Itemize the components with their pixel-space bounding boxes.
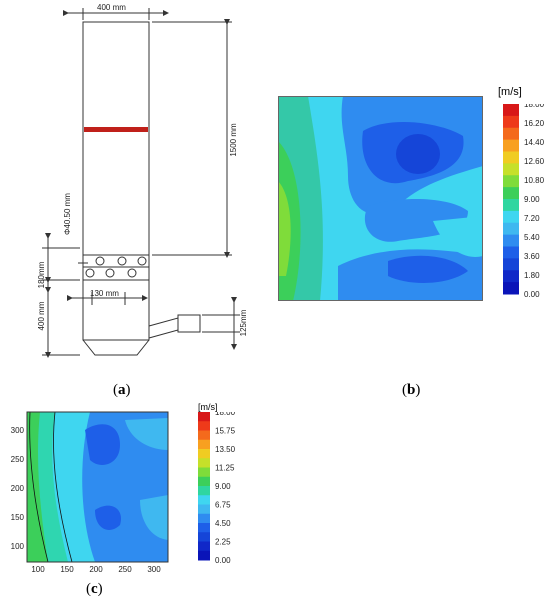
x-tick-label: 250 (118, 565, 132, 574)
colorbar-swatch (503, 246, 519, 259)
colorbar-swatch (198, 449, 210, 459)
colorbar-swatch (198, 458, 210, 468)
colorbar-swatch (503, 139, 519, 152)
colorbar-c: 18.00 15.75 13.50 11.25 9.00 6.75 4.50 2.25 0.00 (198, 412, 236, 565)
colorbar-tick-label: 4.50 (215, 519, 231, 528)
dim-bottom-height: 400 mm (37, 301, 46, 330)
dim-diameter: Φ40.50 mm (63, 193, 72, 235)
nozzle (85, 268, 95, 278)
colorbar-swatch (503, 258, 519, 271)
nozzle (137, 256, 147, 266)
nozzle (117, 256, 127, 266)
dim-nozzle-height: 180mm (37, 261, 46, 288)
colorbar-tick-label: 1.80 (524, 271, 540, 280)
colorbar-tick-label: 9.00 (215, 482, 231, 491)
colorbar-swatch (503, 210, 519, 224)
hopper (82, 339, 150, 356)
column-body (82, 21, 150, 256)
colorbar-swatch (503, 127, 519, 141)
colorbar-tick-label: 13.50 (215, 445, 236, 454)
x-tick-label: 300 (147, 565, 161, 574)
colorbar-tick-label: 11.25 (215, 464, 235, 473)
lower-section (82, 279, 150, 341)
colorbar-tick-label: 0.00 (215, 556, 231, 565)
colorbar-swatch (198, 467, 210, 478)
y-tick-label: 250 (11, 455, 25, 464)
panel-label-b: (b) (402, 382, 421, 398)
y-tick-label: 100 (11, 542, 25, 551)
colorbar-unit-b: [m/s] (498, 86, 522, 98)
y-tick-label: 150 (11, 513, 25, 522)
velocity-contour-b (278, 96, 483, 301)
colorbar-swatch (198, 504, 210, 515)
colorbar-tick-label: 12.60 (524, 157, 545, 166)
colorbar-swatch (503, 282, 519, 295)
nozzle (127, 268, 137, 278)
colorbar-swatch (503, 115, 519, 129)
colorbar-tick-label: 14.40 (524, 138, 545, 147)
colorbar-tick-label: 3.60 (524, 252, 540, 261)
velocity-contour-c: 100 150 200 250 300 300 250 200 150 100 (11, 411, 169, 574)
colorbar-swatch (198, 476, 210, 487)
y-tick-label: 200 (11, 484, 25, 493)
colorbar-swatch (198, 439, 210, 450)
colorbar-tick-label: 7.20 (524, 214, 540, 223)
y-tick-label: 300 (11, 426, 25, 435)
outlet-pipe (148, 317, 179, 339)
colorbar-swatch (503, 104, 519, 117)
colorbar-swatch (503, 270, 519, 283)
colorbar-tick-label: 6.75 (215, 501, 231, 510)
dim-width-top: 400 mm (97, 3, 126, 12)
colorbar-swatch (198, 412, 210, 422)
dim-nozzle-spacing: 130 mm (90, 289, 119, 298)
colorbar-swatch (198, 532, 210, 542)
x-tick-label: 150 (60, 565, 74, 574)
colorbar-swatch (503, 199, 519, 212)
colorbar-swatch (198, 495, 210, 505)
dim-height-column: 1500 mm (229, 123, 238, 157)
colorbar-tick-label: 0.00 (524, 290, 540, 299)
x-tick-label: 100 (31, 565, 45, 574)
colorbar-tick-label: 16.20 (524, 119, 545, 128)
red-band (84, 127, 148, 132)
colorbar-swatch (198, 430, 210, 441)
nozzle (105, 268, 115, 278)
colorbar-tick-label: 15.75 (215, 427, 236, 436)
colorbar-tick-label: 9.00 (524, 195, 540, 204)
colorbar-tick-label: 5.40 (524, 233, 540, 242)
outlet-flange (177, 314, 201, 333)
x-tick-label: 200 (89, 565, 103, 574)
panel-label-a: (a) (113, 382, 131, 398)
colorbar-unit-c: [m/s] (198, 402, 218, 412)
colorbar-swatch (503, 163, 519, 176)
colorbar-swatch (503, 222, 519, 236)
colorbar-swatch (503, 187, 519, 200)
colorbar-swatch (503, 175, 519, 188)
colorbar-swatch (503, 151, 519, 164)
colorbar-tick-label: 2.25 (215, 538, 231, 547)
colorbar-tick-label: 18.00 (215, 412, 236, 417)
nozzle (95, 256, 105, 266)
colorbar-swatch (198, 513, 210, 524)
panel-label-c: (c) (86, 581, 103, 597)
colorbar-swatch (198, 523, 210, 533)
dim-outlet-height: 125mm (239, 309, 248, 336)
colorbar-b: 18.00 16.20 14.40 12.60 10.80 9.00 7.20 5.40 3.6… (503, 104, 545, 299)
colorbar-swatch (198, 541, 210, 552)
colorbar-tick-label: 18.00 (524, 104, 545, 109)
colorbar-tick-label: 10.80 (524, 176, 545, 185)
colorbar-swatch (198, 550, 210, 561)
schematic-diagram: 400 mm 1500 mm Φ40.50 mm 180mm 130 mm 40… (37, 3, 248, 358)
colorbar-swatch (503, 234, 519, 247)
colorbar-swatch (198, 421, 210, 431)
colorbar-swatch (198, 486, 210, 496)
